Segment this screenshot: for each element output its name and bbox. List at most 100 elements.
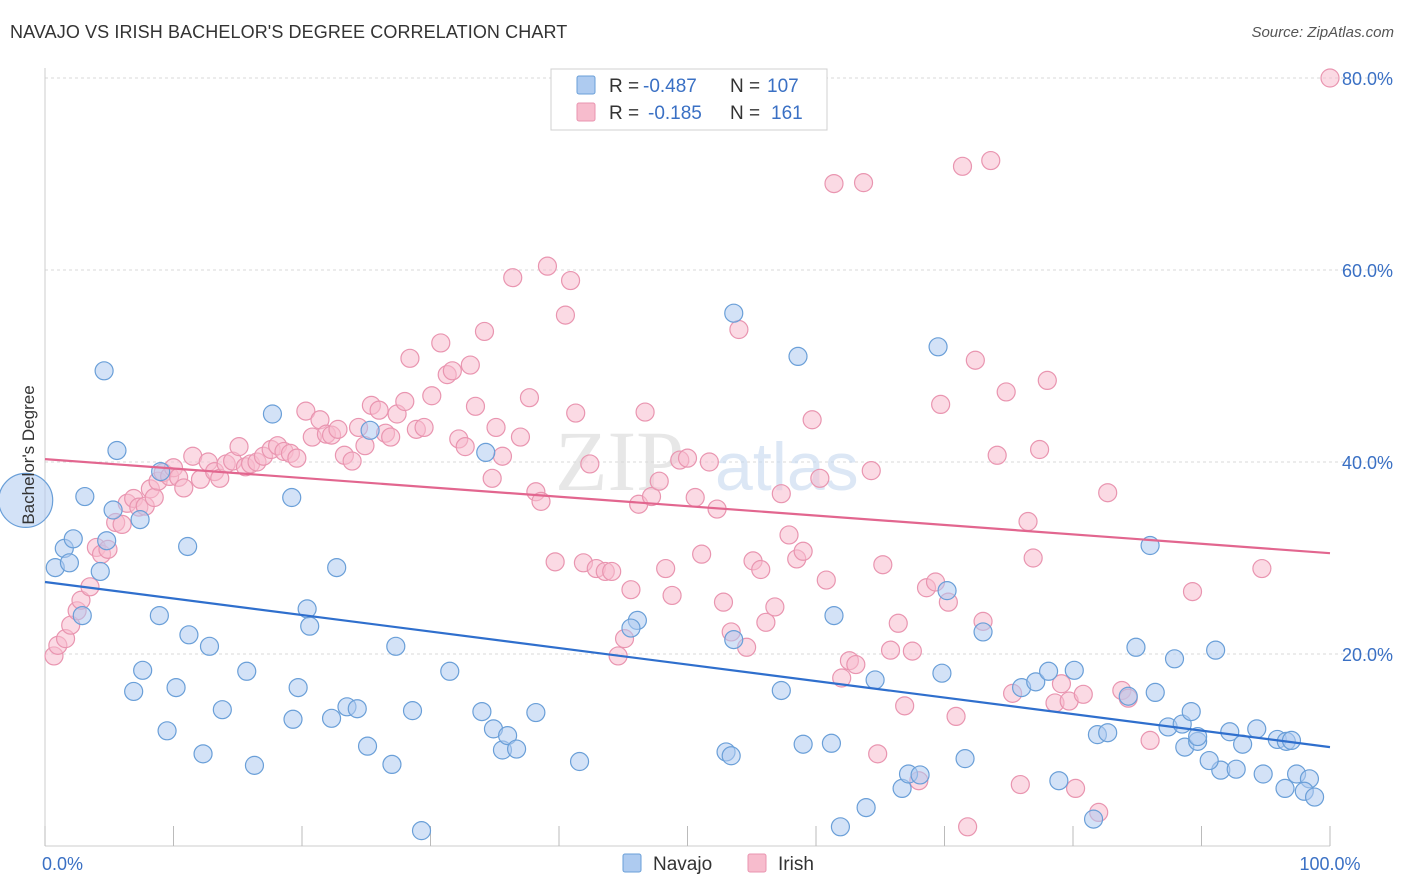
point-navajo-68 (928, 337, 948, 357)
point-irish-54 (381, 427, 401, 447)
point-navajo-93 (1199, 750, 1219, 771)
point-navajo-78 (1083, 809, 1104, 829)
trend-lines (44, 458, 1331, 749)
point-irish-149 (1051, 674, 1072, 694)
point-irish-140 (987, 445, 1007, 465)
point-irish-152 (1073, 684, 1093, 704)
point-navajo-82 (1126, 637, 1146, 657)
legend-n-label-irish: N = (730, 103, 760, 124)
point-irish-91 (635, 402, 655, 422)
tick-labels: 20.0% 40.0% 60.0% 80.0% 0.0% 100.0% (42, 69, 1393, 874)
point-irish-52 (369, 400, 389, 420)
point-irish-116 (816, 570, 836, 590)
point-navajo-14 (178, 536, 198, 557)
legend-swatch-navajo (576, 75, 596, 95)
legend-r-label-irish: R = (609, 103, 639, 124)
point-irish-98 (685, 487, 705, 508)
point-navajo-20 (124, 681, 144, 702)
series-irish (44, 68, 1340, 837)
watermark-zip: ZIP (555, 413, 684, 509)
point-irish-94 (656, 558, 676, 579)
point-irish-137 (965, 350, 985, 370)
point-navajo-38 (386, 636, 406, 656)
point-navajo-63 (856, 797, 876, 818)
point-irish-77 (537, 256, 558, 276)
point-navajo-39 (382, 754, 402, 775)
point-irish-125 (880, 640, 901, 660)
point-irish-121 (853, 173, 874, 193)
point-irish-46 (328, 419, 348, 439)
point-irish-128 (902, 641, 922, 661)
point-navajo-7 (90, 561, 110, 582)
legend-n-value-navajo: 107 (767, 76, 799, 97)
point-irish-92 (641, 486, 662, 507)
y-tick-label-2: 60.0% (1342, 261, 1393, 281)
point-navajo-17 (133, 660, 153, 680)
source-label: Source: ZipAtlas.com (1251, 24, 1394, 41)
bottom-legend-swatch-navajo (622, 853, 642, 873)
point-navajo-60 (793, 734, 813, 754)
point-navajo-84 (1145, 682, 1165, 703)
point-navajo-95 (1220, 722, 1240, 742)
point-navajo-11 (94, 361, 114, 381)
point-irish-86 (602, 561, 622, 582)
point-irish-79 (555, 305, 576, 325)
point-irish-31 (229, 437, 249, 457)
point-irish-115 (810, 468, 830, 488)
point-navajo-42 (440, 661, 460, 681)
legend-n-label-navajo: N = (730, 76, 760, 97)
point-navajo-76 (1049, 771, 1069, 791)
point-navajo-48 (506, 739, 527, 759)
point-irish-118 (832, 668, 852, 688)
point-irish-147 (1037, 370, 1057, 390)
point-navajo-33 (321, 708, 342, 728)
point-irish-71 (492, 446, 513, 466)
y-axis-label: Bachelor's Degree (19, 385, 38, 524)
point-irish-111 (779, 525, 799, 545)
point-navajo-77 (1064, 660, 1084, 680)
point-irish-60 (422, 386, 442, 406)
point-irish-69 (482, 468, 502, 488)
trend-line-navajo (44, 580, 1331, 749)
point-irish-23 (174, 478, 194, 498)
point-irish-100 (699, 452, 719, 472)
x-tick-label-1: 100.0% (1299, 854, 1360, 874)
point-navajo-21 (157, 721, 177, 741)
point-navajo-55 (721, 746, 741, 766)
point-navajo-37 (357, 736, 378, 756)
point-navajo-31 (300, 616, 320, 636)
point-irish-104 (729, 319, 749, 340)
point-navajo-87 (1164, 649, 1185, 669)
point-irish-40 (287, 448, 307, 468)
point-navajo-43 (472, 701, 492, 722)
point-navajo-25 (244, 755, 265, 775)
bottom-legend-label-irish: Irish (778, 854, 814, 875)
bottom-legend-label-navajo: Navajo (653, 854, 712, 875)
point-irish-135 (952, 156, 973, 176)
point-navajo-36 (360, 420, 380, 440)
point-irish-159 (1252, 558, 1272, 579)
point-navajo-6 (72, 605, 92, 626)
point-navajo-10 (107, 440, 127, 461)
legend-r-value-irish: -0.185 (648, 103, 702, 124)
point-navajo-94 (1206, 640, 1226, 660)
point-navajo-3 (59, 553, 80, 573)
point-navajo-107 (1304, 787, 1325, 807)
point-irish-110 (771, 484, 791, 504)
point-navajo-32 (327, 557, 347, 578)
stats-legend-box (550, 68, 828, 131)
point-irish-99 (692, 544, 712, 564)
point-navajo-29 (288, 677, 308, 698)
point-irish-136 (958, 817, 978, 837)
legend-swatch-irish (576, 102, 596, 122)
point-navajo-98 (1253, 764, 1273, 784)
point-irish-113 (793, 541, 813, 561)
point-navajo-61 (830, 817, 851, 837)
point-irish-65 (455, 437, 475, 457)
point-irish-120 (846, 654, 866, 675)
point-navajo-46 (498, 725, 518, 746)
series-navajo (0, 303, 1325, 841)
grid-lines (45, 77, 1392, 655)
point-navajo-5 (75, 486, 95, 507)
